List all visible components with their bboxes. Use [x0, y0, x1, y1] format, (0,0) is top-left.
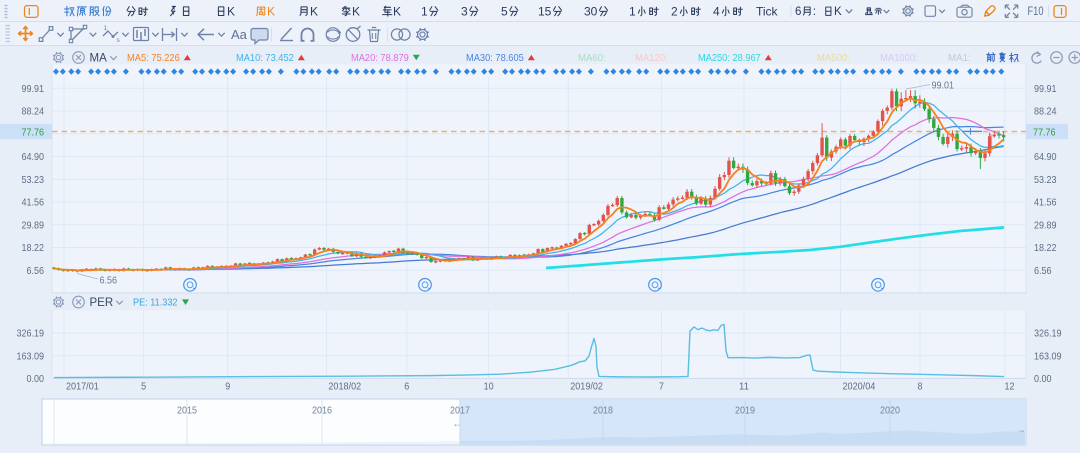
svg-text:5: 5 — [501, 4, 508, 18]
svg-text:11: 11 — [739, 381, 749, 393]
svg-text:99.01: 99.01 — [932, 79, 955, 91]
svg-text:4: 4 — [713, 4, 720, 18]
svg-text:0.00: 0.00 — [1034, 373, 1052, 385]
svg-text:Tick: Tick — [756, 4, 779, 18]
svg-text:18.22: 18.22 — [1034, 242, 1057, 254]
svg-text:K: K — [352, 4, 360, 18]
svg-text:18.22: 18.22 — [22, 242, 45, 254]
svg-text:10: 10 — [484, 381, 494, 393]
svg-text:30: 30 — [584, 4, 598, 18]
svg-text:MA500:: MA500: — [817, 52, 850, 64]
svg-text:2: 2 — [671, 4, 678, 18]
svg-text:77.76: 77.76 — [1033, 127, 1056, 139]
svg-text:77.76: 77.76 — [22, 127, 45, 139]
svg-text:1: 1 — [104, 25, 108, 32]
svg-text:5: 5 — [141, 381, 146, 393]
svg-text:2016: 2016 — [312, 404, 332, 416]
svg-text:PER: PER — [90, 297, 114, 309]
svg-text:K: K — [227, 4, 235, 18]
svg-text:Aa: Aa — [231, 27, 248, 42]
svg-text::: : — [813, 6, 816, 18]
svg-text:326.19: 326.19 — [1034, 328, 1062, 340]
svg-text:MA1000:: MA1000: — [880, 52, 918, 64]
svg-text:K: K — [267, 4, 275, 18]
svg-text:MA1:: MA1: — [948, 52, 971, 64]
svg-text:64.90: 64.90 — [1034, 151, 1057, 163]
svg-text:88.24: 88.24 — [1034, 106, 1057, 118]
svg-text:53.23: 53.23 — [1034, 174, 1057, 186]
svg-text:2018/02: 2018/02 — [328, 381, 361, 393]
svg-text:6: 6 — [795, 6, 801, 18]
svg-text:99.91: 99.91 — [1034, 83, 1057, 95]
svg-text:F10: F10 — [1028, 6, 1044, 18]
svg-text:MA30: 78.605: MA30: 78.605 — [466, 52, 524, 64]
svg-text:41.56: 41.56 — [1034, 197, 1057, 209]
svg-text:→: → — [1017, 425, 1026, 435]
svg-text:←: ← — [453, 419, 462, 429]
svg-text:326.19: 326.19 — [17, 328, 45, 340]
svg-text:12: 12 — [1005, 381, 1015, 393]
svg-text:K: K — [834, 6, 842, 18]
svg-text:29.89: 29.89 — [1034, 219, 1057, 231]
svg-text:7: 7 — [659, 381, 664, 393]
svg-text:1: 1 — [421, 4, 428, 18]
svg-text:41.56: 41.56 — [22, 197, 45, 209]
svg-text:MA250: 28.967: MA250: 28.967 — [698, 52, 761, 64]
svg-text:15: 15 — [538, 4, 552, 18]
svg-text:0.00: 0.00 — [27, 373, 45, 385]
svg-text:2020/04: 2020/04 — [843, 381, 876, 393]
svg-text:6: 6 — [404, 381, 409, 393]
svg-text:1: 1 — [629, 4, 636, 18]
svg-text:64.90: 64.90 — [22, 151, 45, 163]
svg-text:MA10: 73.452: MA10: 73.452 — [236, 52, 294, 64]
svg-text:88.24: 88.24 — [22, 106, 45, 118]
svg-text:6.56: 6.56 — [1034, 265, 1052, 277]
svg-text:6.56: 6.56 — [27, 265, 45, 277]
svg-text:2017: 2017 — [450, 404, 470, 416]
svg-text:99.91: 99.91 — [22, 83, 45, 95]
svg-text:163.09: 163.09 — [1034, 350, 1062, 362]
svg-text:53.23: 53.23 — [22, 174, 45, 186]
svg-text:PE: 11.332: PE: 11.332 — [133, 297, 178, 309]
svg-text:MA60:: MA60: — [578, 52, 606, 64]
svg-text:6.56: 6.56 — [100, 274, 118, 286]
svg-text:s: s — [117, 37, 121, 44]
svg-text:2017/01: 2017/01 — [66, 381, 99, 393]
svg-text:MA20: 78.879: MA20: 78.879 — [351, 52, 409, 64]
svg-text:9: 9 — [225, 381, 230, 393]
svg-text:3: 3 — [461, 4, 468, 18]
svg-text:K: K — [393, 4, 401, 18]
svg-text:2020: 2020 — [880, 404, 900, 416]
svg-text:2019: 2019 — [735, 404, 755, 416]
svg-text:8: 8 — [918, 381, 923, 393]
svg-text:2015: 2015 — [177, 404, 197, 416]
svg-text:163.09: 163.09 — [17, 350, 45, 362]
svg-text:MA5: 75.226: MA5: 75.226 — [127, 52, 180, 64]
svg-text:2018: 2018 — [593, 404, 613, 416]
svg-text:MA: MA — [90, 52, 108, 64]
svg-text:29.89: 29.89 — [22, 219, 45, 231]
svg-text:MA120:: MA120: — [635, 52, 668, 64]
svg-text:2019/02: 2019/02 — [570, 381, 603, 393]
svg-text:K: K — [310, 4, 318, 18]
